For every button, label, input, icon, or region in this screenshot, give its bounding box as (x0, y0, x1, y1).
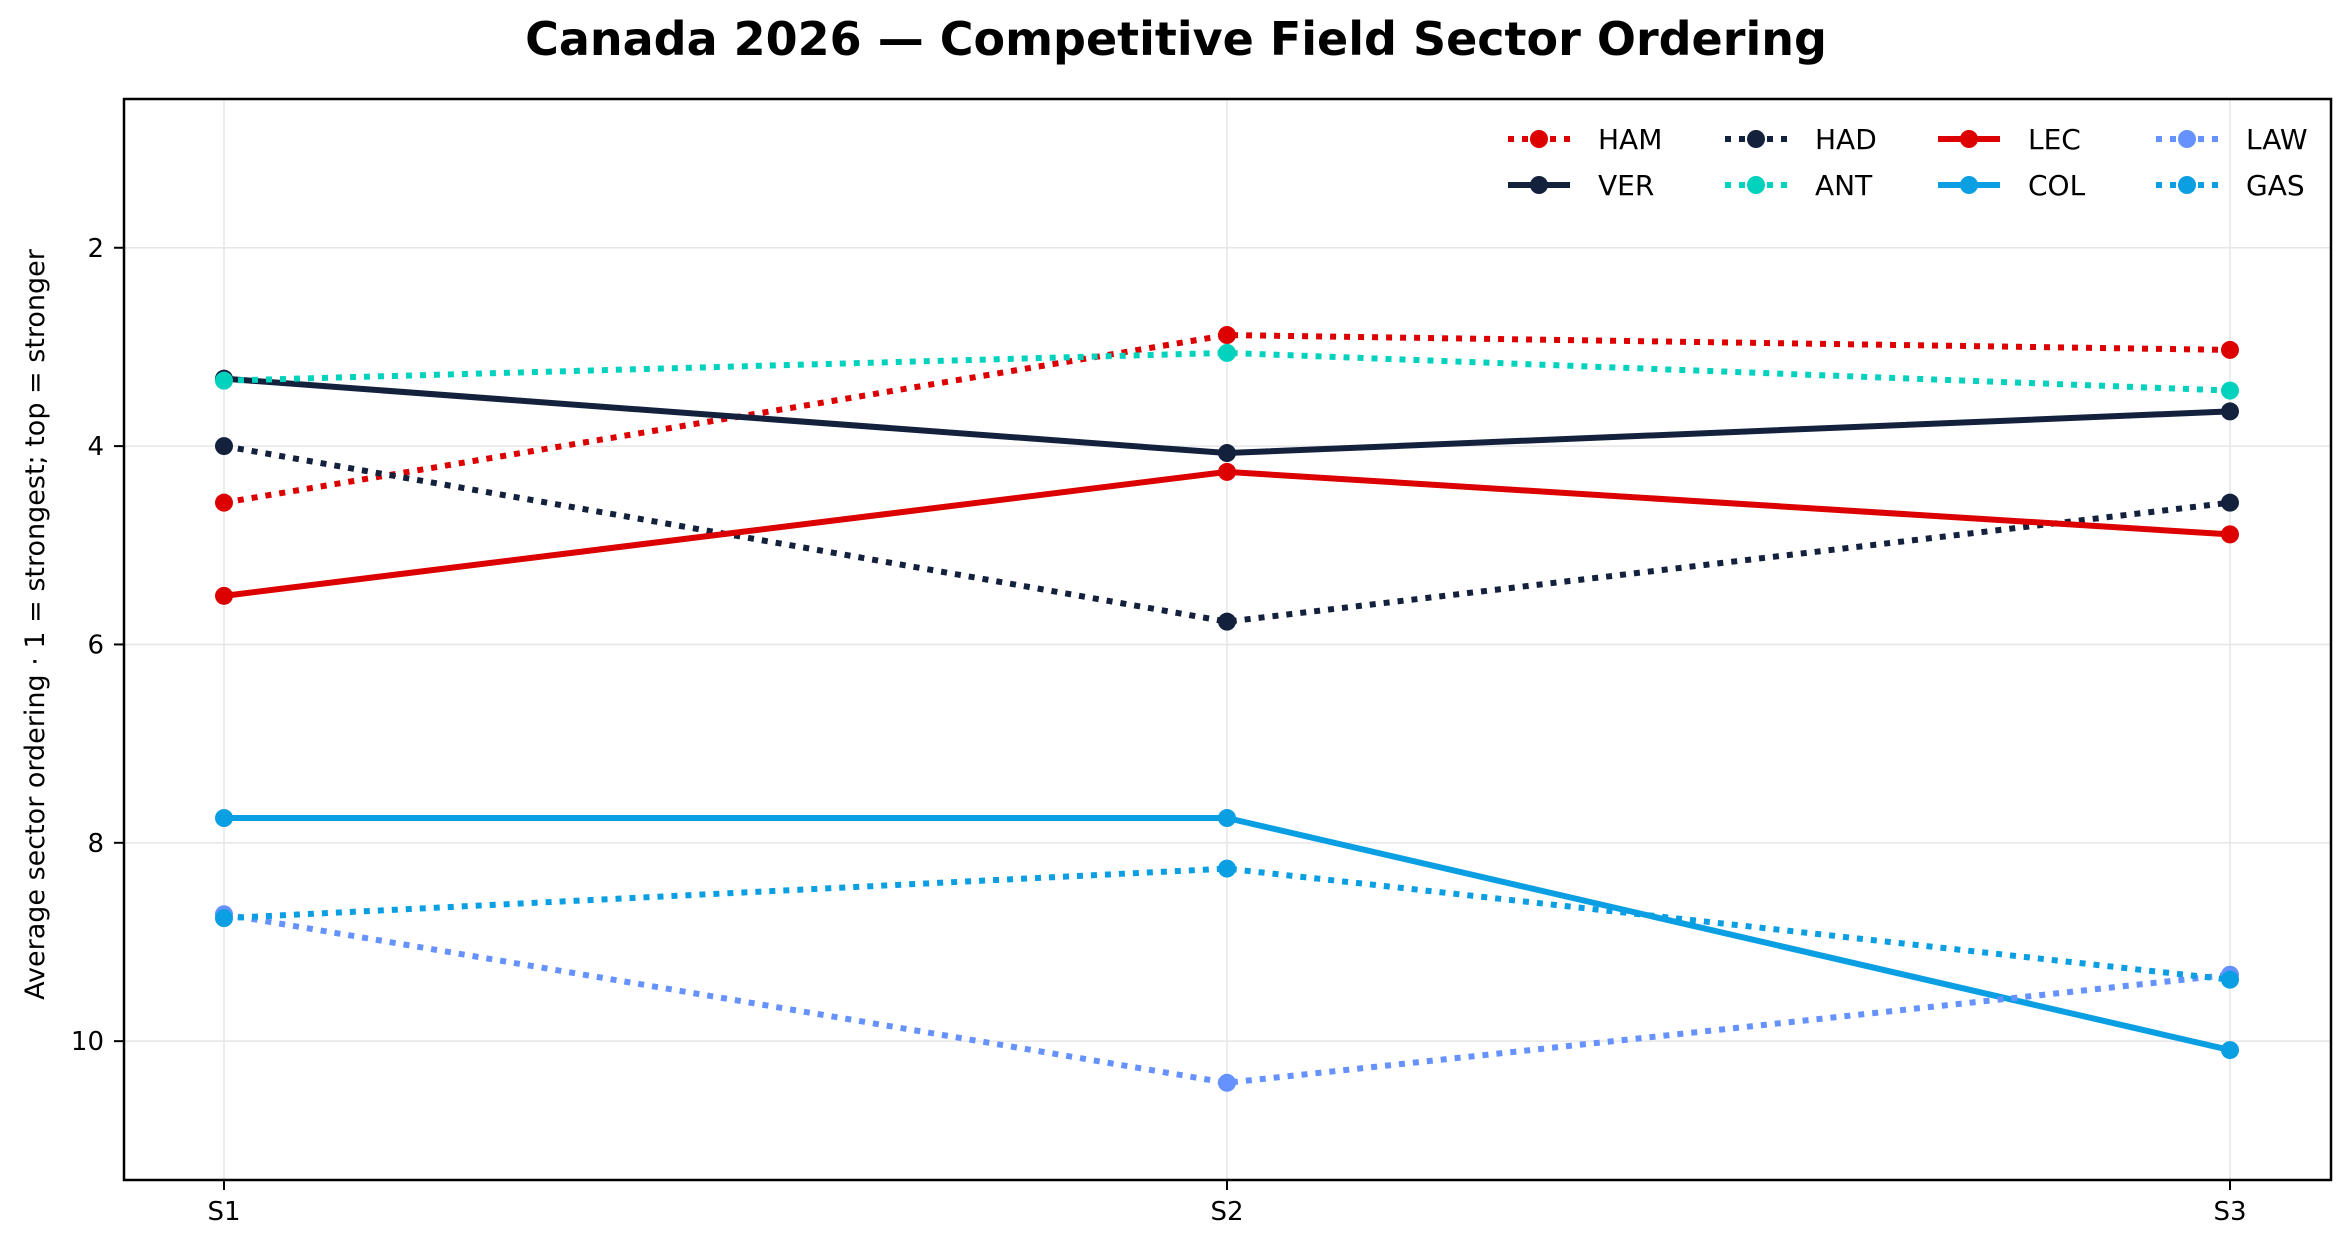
legend-item-ham: HAM (1508, 123, 1662, 156)
y-tick-label: 8 (87, 829, 104, 859)
x-tick-label: S1 (207, 1197, 240, 1227)
legend-swatch-marker (1747, 130, 1765, 148)
x-tick-label: S2 (1210, 1197, 1243, 1227)
legend-swatch-marker (1960, 130, 1978, 148)
y-tick-label: 4 (87, 432, 104, 462)
legend-swatch-marker (2178, 176, 2196, 194)
legend-swatch-marker (1960, 176, 1978, 194)
y-tick-label: 10 (71, 1027, 104, 1057)
data-point-col (2221, 1041, 2239, 1060)
legend-item-law: LAW (2156, 123, 2308, 156)
x-tick-label: S3 (2213, 1197, 2246, 1227)
data-point-gas (1218, 859, 1236, 878)
legend-swatch-marker (2178, 130, 2196, 148)
legend-label: VER (1598, 169, 1654, 202)
legend-label: COL (2028, 169, 2086, 202)
data-point-ant (215, 371, 233, 390)
legend-label: HAM (1598, 123, 1662, 156)
legend-swatch-marker (1530, 130, 1548, 148)
data-point-gas (215, 909, 233, 928)
series-line-had (223, 443, 2231, 625)
legend-label: ANT (1815, 169, 1873, 202)
y-axis-label: Average sector ordering · 1 = strongest;… (20, 248, 51, 1000)
series-col (215, 809, 2239, 1060)
legend-item-ver: VER (1508, 169, 1654, 202)
data-point-ant (1218, 343, 1236, 362)
series-ant (215, 343, 2239, 400)
data-point-ant (2221, 381, 2239, 400)
data-point-ham (2221, 340, 2239, 359)
data-point-ham (1218, 326, 1236, 345)
y-tick-label: 2 (87, 234, 104, 264)
data-point-law (1218, 1073, 1236, 1092)
grid-lines (124, 99, 2331, 1180)
data-point-gas (2221, 970, 2239, 989)
legend-label: LAW (2246, 123, 2308, 156)
legend-item-had: HAD (1725, 123, 1877, 156)
axis-ticks: 2 4 6 8 10 S1 S2 S3 (71, 234, 2247, 1227)
y-tick-label: 6 (87, 630, 104, 660)
data-point-ver (2221, 402, 2239, 421)
data-point-ham (215, 493, 233, 512)
legend-item-ant: ANT (1725, 169, 1873, 202)
legend-swatch-marker (1747, 176, 1765, 194)
legend-item-lec: LEC (1938, 123, 2081, 156)
series-lines (215, 326, 2239, 1092)
legend-item-col: COL (1938, 169, 2086, 202)
series-ham (215, 326, 2239, 512)
series-line-law (223, 911, 2231, 1086)
legend: HAM VER HAD ANT LEC COL LAW GAS (1508, 123, 2308, 202)
data-point-had (1218, 612, 1236, 631)
chart-title: Canada 2026 — Competitive Field Sector O… (525, 12, 1827, 66)
legend-item-gas: GAS (2156, 169, 2305, 202)
legend-label: GAS (2246, 169, 2305, 202)
series-line-ham (223, 332, 2231, 506)
data-point-ver (1218, 444, 1236, 463)
legend-label: LEC (2028, 123, 2081, 156)
series-gas (215, 859, 2239, 989)
data-point-had (215, 437, 233, 456)
data-point-had (2221, 493, 2239, 512)
series-lec (215, 462, 2239, 605)
data-point-col (215, 809, 233, 828)
data-point-lec (1218, 462, 1236, 481)
legend-label: HAD (1815, 123, 1877, 156)
data-point-col (1218, 809, 1236, 828)
data-point-lec (2221, 525, 2239, 544)
series-had (215, 437, 2239, 631)
data-point-lec (215, 586, 233, 605)
legend-swatch-marker (1530, 176, 1548, 194)
